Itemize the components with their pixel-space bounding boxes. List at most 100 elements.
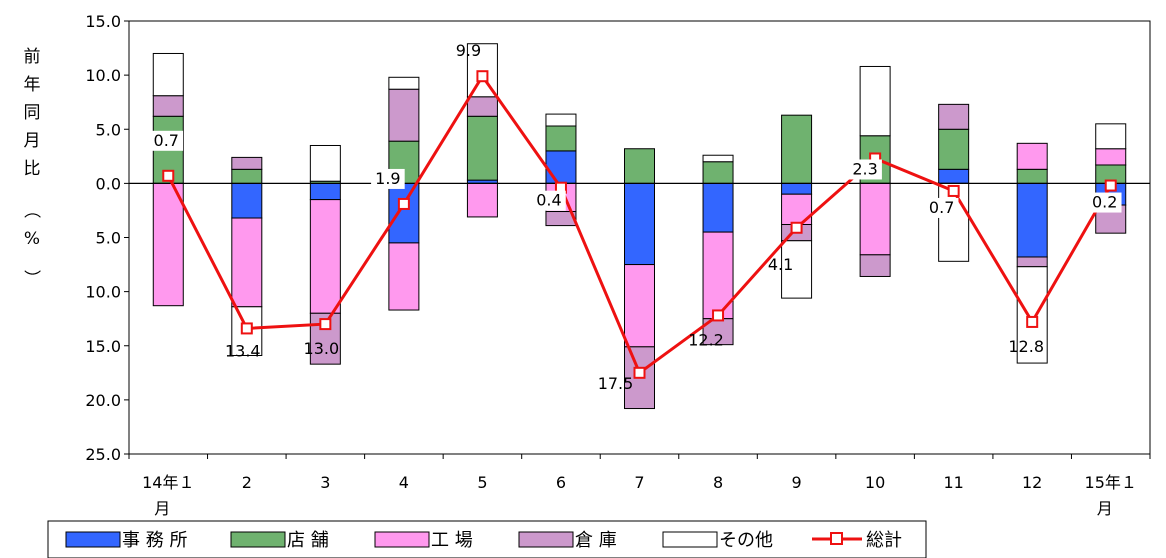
data-label-bg [371, 168, 405, 189]
x-tick-label: 12 [1022, 473, 1042, 492]
line-total-marker [947, 184, 960, 197]
bar-store [702, 161, 734, 184]
legend-frame [47, 520, 927, 558]
legend-label-other: その他 [719, 530, 773, 551]
legend-swatch-factory [374, 531, 430, 548]
data-label: 0.2 [1092, 193, 1117, 212]
bar-factory [152, 182, 184, 307]
data-label-bg [149, 130, 184, 151]
bar-office [388, 182, 420, 244]
y-axis-label-percent: % [24, 229, 40, 249]
x-tick-label: 7 [634, 473, 644, 492]
bar-factory [1016, 142, 1048, 170]
bar-warehouse [309, 312, 341, 365]
data-label: 4.1 [768, 255, 793, 274]
legend-swatch-store [230, 531, 286, 548]
bar-other [1095, 123, 1127, 150]
bar-warehouse [231, 156, 263, 170]
bar-other [702, 154, 734, 163]
bar-other [388, 76, 420, 90]
legend-swatch-office [65, 531, 121, 548]
bar-office [309, 182, 341, 201]
bar-other [309, 144, 341, 182]
y-axis-label-paren-close: ） [21, 270, 41, 287]
legend-label-factory: 工 場 [431, 530, 473, 551]
x-tick-label: 6 [556, 473, 566, 492]
line-total-marker [1026, 315, 1039, 328]
plot-area: 15.0 10.0 5.0 0.0 5.0 10.0 15.0 20.0 25.0 14年１ 月 2 3… [85, 12, 1151, 518]
data-label: 0.7 [929, 198, 954, 217]
bar-warehouse [545, 211, 577, 227]
x-tick-label-suffix: 月 [154, 499, 170, 518]
bar-other [859, 65, 891, 137]
line-total-marker [162, 169, 175, 182]
y-axis-label-char: 年 [24, 75, 41, 95]
data-label: 13.4 [225, 341, 261, 360]
bar-warehouse [938, 103, 970, 130]
bar-factory [231, 217, 263, 308]
bar-warehouse [152, 95, 184, 117]
data-label: 0.7 [154, 131, 179, 150]
y-tick-label: 15.0 [85, 12, 121, 31]
legend-label-total: 総計 [866, 530, 902, 551]
bar-store [466, 115, 498, 181]
data-label-bg [924, 197, 959, 218]
data-label: 9.9 [456, 41, 481, 60]
bar-warehouse [859, 254, 891, 277]
bar-factory [466, 182, 498, 218]
bar-factory [859, 182, 891, 256]
legend-swatch-warehouse [518, 531, 574, 548]
bar-store [545, 125, 577, 152]
legend-swatch-total-marker [830, 532, 843, 545]
data-label: 17.5 [598, 374, 634, 393]
x-tick-label: 4 [399, 473, 409, 492]
line-total-marker [712, 309, 725, 322]
bar-office [545, 150, 577, 184]
bar-other [152, 52, 184, 97]
x-tick-label-suffix: 月 [1097, 499, 1113, 518]
y-tick-label: 0.0 [96, 174, 121, 193]
line-total-marker [397, 197, 410, 210]
data-label-bg [848, 159, 882, 180]
line-total-marker [790, 221, 803, 234]
data-label: 12.8 [1008, 337, 1044, 356]
bar-store [781, 114, 813, 184]
y-tick-label: 10.0 [85, 283, 121, 302]
line-total-marker [1104, 179, 1117, 192]
y-axis-label-char: 月 [24, 131, 41, 151]
bar-other [545, 113, 577, 127]
legend: 事 務 所 店 舗 工 場 倉 庫 その他 総計 [47, 520, 927, 558]
x-tick-label: 9 [791, 473, 801, 492]
y-tick-label: 25.0 [85, 445, 121, 464]
legend-swatch-other [662, 531, 718, 548]
bar-warehouse [466, 96, 498, 117]
bar-office [702, 182, 734, 233]
bar-store [938, 128, 970, 170]
data-label: 0.4 [536, 191, 561, 210]
legend-label-store: 店 舗 [287, 530, 329, 551]
x-tick-label: 3 [320, 473, 330, 492]
y-axis-label: 前 年 同 月 比 （ % ） [21, 47, 41, 287]
y-tick-label: 5.0 [96, 120, 121, 139]
x-tick-label: 2 [242, 473, 252, 492]
bar-warehouse [1016, 256, 1048, 268]
bar-office [781, 182, 813, 195]
x-tick-label: 8 [713, 473, 723, 492]
x-tick-label: 15年１ [1085, 473, 1137, 492]
bar-store [231, 168, 263, 184]
data-label: 12.2 [688, 330, 724, 349]
line-total-marker [633, 366, 646, 379]
line-total-marker [476, 70, 489, 83]
x-tick-label: 11 [943, 473, 963, 492]
y-tick-label: 5.0 [96, 229, 121, 248]
bar-factory [388, 242, 420, 311]
bar-factory [309, 199, 341, 314]
data-label-bg [1087, 192, 1122, 213]
bar-office [624, 182, 655, 266]
bar-store [1016, 168, 1048, 184]
data-label: 1.9 [375, 169, 400, 188]
data-label-bg [532, 190, 566, 211]
y-axis-label-paren-open: （ [21, 202, 41, 219]
